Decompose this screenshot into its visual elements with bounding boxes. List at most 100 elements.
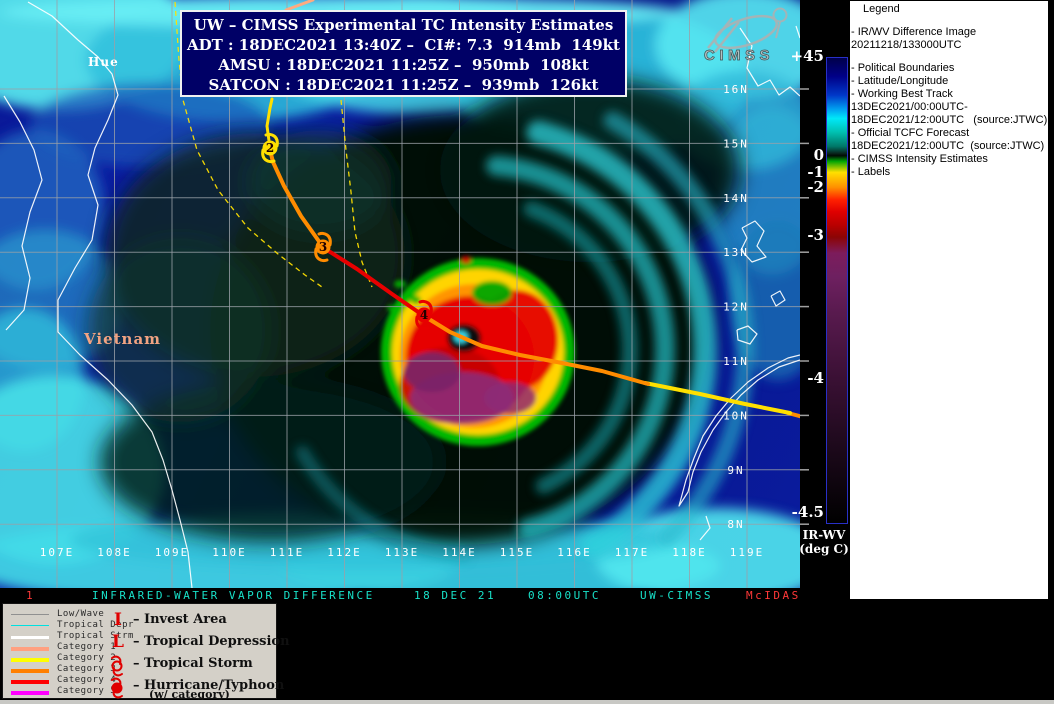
lat-label: 10N bbox=[723, 409, 749, 422]
colorbar-unit-line2: (deg C) bbox=[799, 542, 849, 556]
image-time: 08:00UTC bbox=[528, 589, 601, 602]
inland-border bbox=[3, 95, 43, 331]
colorbar-tick--3: -3 bbox=[807, 226, 824, 244]
adt-line: ADT : 18DEC2021 13:40Z – CI#: 7.3 914mb … bbox=[187, 36, 620, 54]
lon-label: 115E bbox=[500, 546, 535, 559]
cloud-field-blob bbox=[730, 220, 800, 380]
lat-label: 16N bbox=[723, 83, 749, 96]
lon-label: 113E bbox=[385, 546, 420, 559]
rainband-arc bbox=[486, 155, 675, 539]
line-sample bbox=[11, 658, 49, 662]
forecast-cat1 bbox=[284, 0, 315, 12]
line-type-label: Tropical Depr bbox=[57, 620, 134, 630]
amsu-line: AMSU : 18DEC2021 11:25Z – 950mb 108kt bbox=[218, 56, 589, 74]
colorbar-unit-line1: IR-WV bbox=[802, 528, 846, 542]
rainband-arc bbox=[526, 120, 717, 557]
mindoro-island bbox=[740, 220, 767, 263]
colorbar-gradient bbox=[826, 57, 848, 524]
lat-label: 12N bbox=[723, 301, 749, 314]
line-sample bbox=[11, 680, 49, 684]
marker-cat-2: 2 bbox=[261, 132, 279, 164]
cloud-field-blob bbox=[595, 508, 800, 588]
storm-legend-footnote: (w/ category) bbox=[149, 688, 230, 701]
storm-core-blob bbox=[484, 382, 536, 414]
legend-line: - CIMSS Intensity Estimates bbox=[851, 153, 988, 165]
satellite-map: 107E 108E 109E 110E 111E 112E 113E 114E 115E 116E… bbox=[0, 0, 809, 588]
storm-core-blob bbox=[400, 284, 548, 428]
storm-core-blob bbox=[420, 279, 430, 285]
lon-label: 119E bbox=[730, 546, 765, 559]
lat-label: 13N bbox=[723, 246, 749, 259]
line-type-label: Low/Wave bbox=[57, 609, 105, 619]
cloud-field-blob bbox=[0, 520, 460, 588]
forecast-red bbox=[325, 248, 426, 318]
image-date: 18 DEC 21 bbox=[414, 589, 497, 602]
legend-line: 20211218/133000UTC bbox=[851, 39, 962, 51]
symbol-label: Tropical Storm bbox=[144, 656, 253, 671]
storm-core-blob bbox=[381, 258, 575, 446]
line-type-label: Tropical Strm bbox=[57, 631, 134, 641]
mcidas-label: McIDAS bbox=[746, 589, 801, 602]
legend-line: 18DEC2021/12:00UTC (source:JTWC) bbox=[851, 140, 1045, 152]
hu-symbol-icon bbox=[105, 676, 131, 704]
colorbar-tick--2: -2 bbox=[807, 178, 824, 196]
legend-line: - Latitude/Longitude bbox=[851, 75, 949, 87]
satcon-line: SATCON : 18DEC2021 11:25Z – 939mb 126kt bbox=[208, 76, 599, 94]
dash: – bbox=[133, 656, 140, 671]
cimss-logo: CIMSS bbox=[704, 7, 788, 64]
dash: – bbox=[133, 678, 140, 693]
palawan-south bbox=[699, 515, 711, 541]
legend-spacer bbox=[851, 16, 1048, 26]
palawan-island bbox=[678, 354, 800, 507]
storm-core-blob bbox=[400, 347, 500, 423]
storm-core-blob bbox=[411, 296, 421, 304]
line-sample bbox=[11, 614, 49, 615]
storm-core-blob bbox=[387, 305, 395, 311]
cloud-field-blob bbox=[0, 0, 190, 110]
legend-title: Legend bbox=[863, 3, 900, 15]
best-track-yellow bbox=[643, 381, 792, 415]
dark-moat-blob bbox=[100, 382, 440, 542]
place-label-hue: Hue bbox=[88, 55, 119, 69]
legend-line: - Working Best Track bbox=[851, 88, 953, 100]
dark-moat-blob bbox=[248, 130, 392, 234]
symbol-label: Invest Area bbox=[144, 612, 227, 627]
legend-line: 18DEC2021/12:00UTC (source:JTWC) bbox=[851, 114, 1048, 126]
legend-spacer bbox=[851, 52, 1048, 62]
dash: – bbox=[133, 634, 140, 649]
dark-moat-blob bbox=[105, 133, 405, 377]
forecast-yellow bbox=[265, 97, 274, 150]
cone-line bbox=[340, 99, 373, 288]
colorbar-tick-+45: +45 bbox=[790, 47, 824, 65]
lon-label: 117E bbox=[615, 546, 650, 559]
svg-text:3: 3 bbox=[319, 240, 327, 254]
marker-cat-4: 4 bbox=[415, 299, 433, 331]
storm-core-blob bbox=[410, 372, 514, 424]
colorbar-tick--1: -1 bbox=[807, 163, 824, 181]
lat-label: 9N bbox=[727, 464, 744, 477]
place-label-vietnam: Vietnam bbox=[83, 330, 161, 348]
i-symbol-icon: I bbox=[114, 610, 122, 630]
cloud-field-blob bbox=[0, 308, 85, 452]
cloud-field-blob bbox=[0, 230, 125, 370]
title: UW – CIMSS Experimental TC Intensity Est… bbox=[193, 16, 614, 34]
storm-core-blob bbox=[394, 280, 406, 288]
symbol-label: Tropical Depression bbox=[144, 634, 290, 649]
lon-label: 109E bbox=[155, 546, 190, 559]
lon-label: 112E bbox=[327, 546, 362, 559]
cloud-field-blob bbox=[0, 130, 105, 290]
busuanga-island bbox=[736, 325, 758, 345]
best-track-edge-orange bbox=[786, 411, 800, 419]
dark-moat-blob bbox=[88, 238, 272, 422]
ts-symbol-icon bbox=[105, 654, 131, 683]
forecast-orange bbox=[268, 148, 325, 249]
storm-core-blob bbox=[404, 352, 460, 392]
line-sample bbox=[11, 636, 49, 639]
frame-number: 1 bbox=[26, 589, 36, 602]
lon-label: 108E bbox=[97, 546, 132, 559]
lon-label: 118E bbox=[672, 546, 707, 559]
legend-line: - Official TCFC Forecast bbox=[851, 127, 970, 139]
storm-core-blob bbox=[474, 290, 558, 390]
bottom-strip bbox=[0, 700, 1054, 704]
